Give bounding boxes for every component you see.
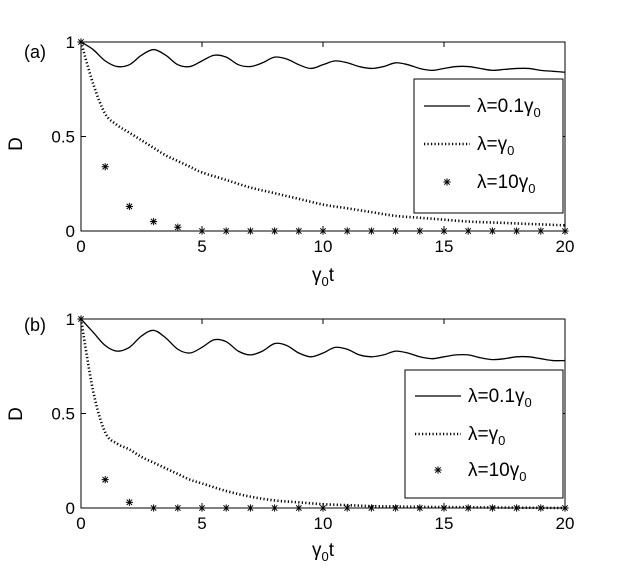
legend-a-item-1: λ=0.1γ0 bbox=[477, 96, 541, 120]
panel-b: (b) D 0 5 10 15 20 0 0.5 1 γ0t λ=0.1γ0 λ=γ0 λ=1… bbox=[6, 310, 574, 564]
x-tick-label: 20 bbox=[556, 514, 575, 533]
data-point-star bbox=[343, 504, 351, 512]
panel-b-legend: λ=0.1γ0 λ=γ0 λ=10γ0 bbox=[404, 369, 564, 499]
legend-b-star bbox=[434, 466, 442, 474]
data-point-star bbox=[295, 504, 303, 512]
legend-b-item-1: λ=0.1γ0 bbox=[468, 386, 532, 410]
legend-b-item-2: λ=γ0 bbox=[468, 424, 505, 448]
data-point-star bbox=[392, 227, 400, 235]
data-point-star bbox=[246, 504, 254, 512]
data-point-star bbox=[222, 504, 230, 512]
data-point-star bbox=[537, 227, 545, 235]
data-point-star bbox=[198, 504, 206, 512]
y-tick-label: 0 bbox=[66, 499, 75, 518]
data-point-star bbox=[125, 202, 133, 211]
data-point-star bbox=[537, 504, 545, 512]
data-point-star bbox=[488, 504, 496, 512]
panel-a-xlabel: γ0t bbox=[312, 265, 335, 289]
y-tick-label: 0.5 bbox=[51, 128, 75, 147]
data-point-star bbox=[246, 227, 254, 235]
data-point-star bbox=[440, 504, 448, 512]
data-point-star bbox=[101, 163, 109, 171]
panel-a: (a) D 0 5 10 15 20 0 0.5 1 γ0t λ=0.1γ0 λ=γ0 λ=1… bbox=[6, 33, 574, 289]
legend-a-star bbox=[443, 178, 451, 186]
panel-a-series bbox=[77, 38, 569, 235]
legend-b-item-3: λ=10γ0 bbox=[468, 460, 526, 484]
series-lambda-0.1-line bbox=[80, 318, 566, 362]
data-point-star bbox=[513, 504, 521, 512]
data-point-star bbox=[271, 227, 279, 235]
panel-b-xlabel: γ0t bbox=[312, 540, 335, 564]
data-point-star bbox=[150, 504, 158, 512]
data-point-star bbox=[198, 227, 206, 235]
data-point-star bbox=[101, 476, 109, 484]
x-tick-label: 15 bbox=[435, 237, 454, 256]
y-tick-label: 1 bbox=[66, 33, 75, 52]
x-tick-label: 20 bbox=[556, 237, 575, 256]
data-point-star bbox=[271, 504, 279, 512]
data-point-star bbox=[319, 227, 327, 235]
panel-b-ylabel: D bbox=[6, 407, 27, 421]
x-tick-label: 5 bbox=[197, 237, 206, 256]
legend-a-star-marker bbox=[443, 178, 451, 186]
data-point-star bbox=[561, 504, 569, 512]
panel-a-ylabel: D bbox=[6, 137, 27, 151]
data-point-star bbox=[464, 227, 472, 235]
panel-a-legend-box bbox=[413, 78, 564, 214]
legend-a-item-3: λ=10γ0 bbox=[477, 172, 535, 196]
data-point-star bbox=[125, 498, 133, 506]
data-point-star bbox=[367, 227, 375, 235]
series-lambda-10-markers bbox=[77, 315, 569, 512]
data-point-star bbox=[77, 315, 85, 323]
data-point-star bbox=[150, 217, 158, 226]
data-point-star bbox=[222, 227, 230, 235]
y-tick-label: 0 bbox=[66, 222, 75, 241]
data-point-star bbox=[392, 504, 400, 512]
panel-a-tick-labels: 0 5 10 15 20 0 0.5 1 bbox=[51, 33, 574, 256]
panel-a-legend: λ=0.1γ0 λ=γ0 λ=10γ0 bbox=[413, 78, 564, 214]
data-point-star bbox=[416, 227, 424, 235]
data-point-star bbox=[440, 227, 448, 235]
data-point-star bbox=[488, 227, 496, 235]
y-tick-label: 1 bbox=[66, 310, 75, 329]
series-lambda-1-dotted-line bbox=[79, 318, 566, 510]
panel-b-label: (b) bbox=[24, 315, 46, 335]
x-tick-label: 0 bbox=[76, 237, 85, 256]
x-tick-label: 0 bbox=[76, 514, 85, 533]
x-tick-label: 5 bbox=[197, 514, 206, 533]
data-point-star bbox=[367, 504, 375, 512]
data-point-star bbox=[174, 504, 182, 512]
panel-b-legend-box bbox=[404, 369, 564, 499]
x-tick-label: 15 bbox=[435, 514, 454, 533]
panel-b-series bbox=[77, 315, 569, 512]
data-point-star bbox=[174, 223, 182, 231]
series-lambda-10-markers bbox=[77, 38, 569, 235]
data-point-star bbox=[319, 504, 327, 512]
series-lambda-0.1-line bbox=[80, 41, 566, 73]
data-point-star bbox=[77, 38, 85, 46]
data-point-star bbox=[464, 504, 472, 512]
x-tick-label: 10 bbox=[314, 237, 333, 256]
data-point-star bbox=[295, 227, 303, 235]
y-tick-label: 0.5 bbox=[51, 405, 75, 424]
panel-b-tick-labels: 0 5 10 15 20 0 0.5 1 bbox=[51, 310, 574, 533]
legend-a-item-2: λ=γ0 bbox=[477, 134, 514, 158]
data-point-star bbox=[513, 227, 521, 235]
data-point-star bbox=[416, 504, 424, 512]
legend-b-star-marker bbox=[434, 466, 442, 474]
data-point-star bbox=[561, 227, 569, 235]
panel-a-label: (a) bbox=[24, 42, 46, 62]
x-tick-label: 10 bbox=[314, 514, 333, 533]
data-point-star bbox=[343, 227, 351, 235]
series-lambda-1-dotted-line bbox=[79, 41, 566, 227]
